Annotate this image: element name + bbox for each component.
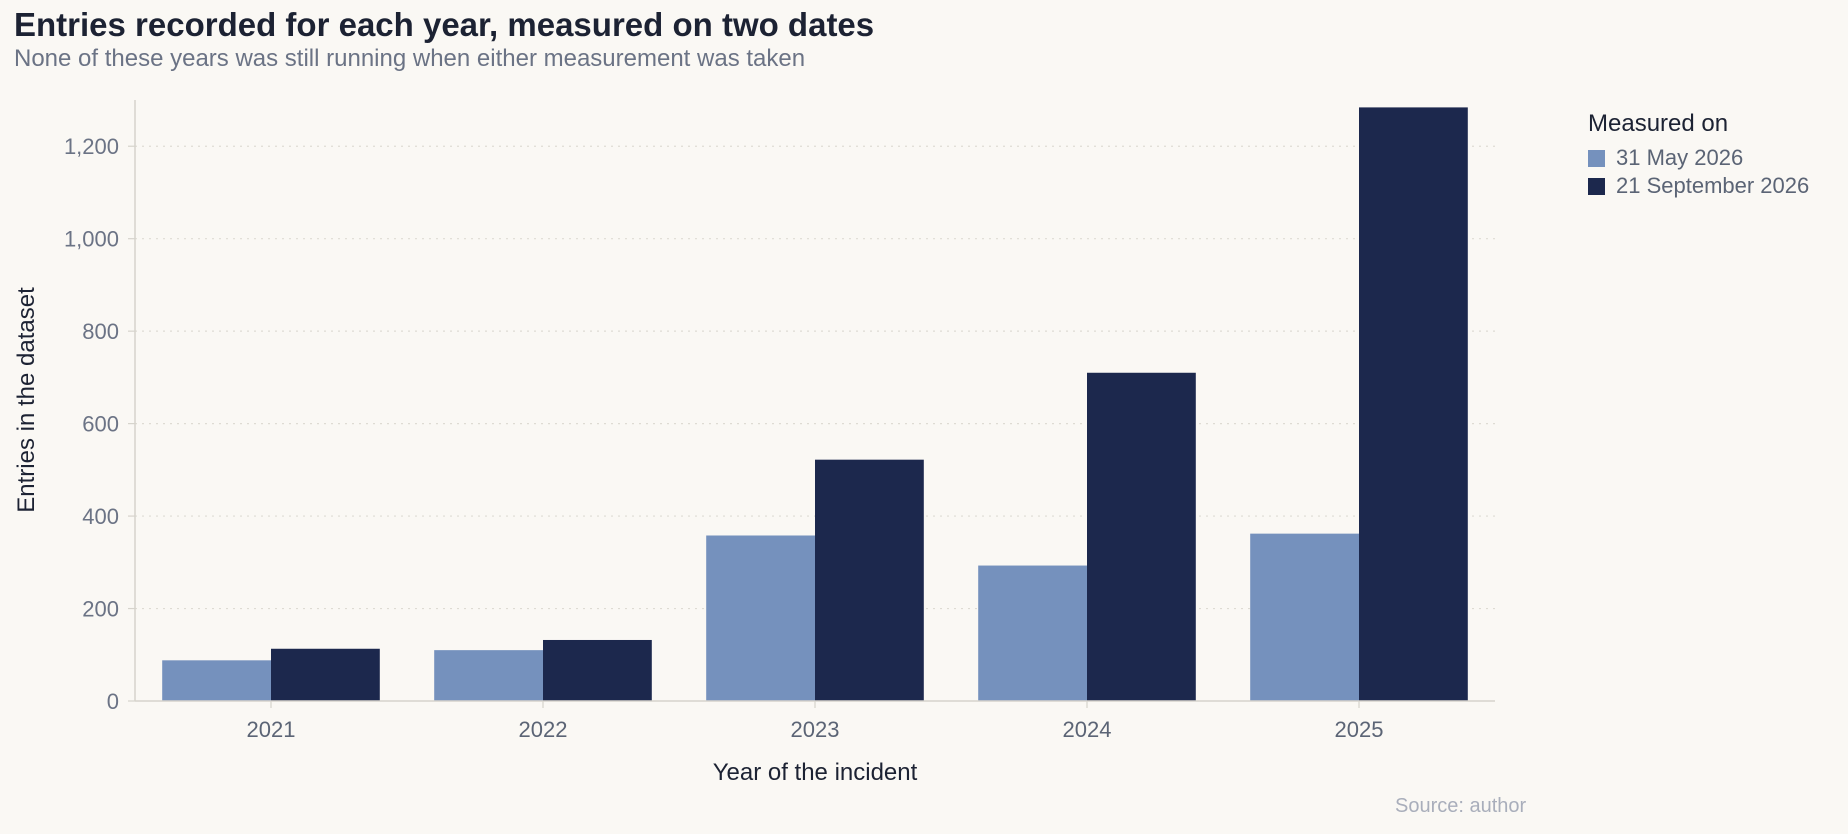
bar-2021-series-1: [162, 660, 271, 701]
legend-item-2: 21 September 2026: [1588, 172, 1809, 200]
bar-2022-series-1: [434, 650, 543, 701]
chart-subtitle: None of these years was still running wh…: [14, 45, 806, 72]
x-tick-label: 2023: [791, 717, 840, 742]
bar-2023-series-2: [815, 459, 924, 701]
legend: Measured on 31 May 2026 21 September 202…: [1588, 110, 1809, 200]
x-tick-label: 2021: [247, 717, 296, 742]
y-tick-label: 1,000: [64, 227, 119, 252]
legend-label-2: 21 September 2026: [1616, 173, 1810, 198]
x-tick-label: 2022: [519, 717, 568, 742]
legend-title: Measured on: [1588, 110, 1729, 137]
bar-2023-series-1: [706, 535, 815, 701]
x-tick-label: 2025: [1335, 717, 1384, 742]
bars: [162, 107, 1468, 702]
source-note: Source: author: [1395, 795, 1527, 817]
legend-label-1: 31 May 2026: [1616, 145, 1744, 170]
y-tick-label: 800: [82, 319, 119, 344]
bar-2024-series-1: [978, 565, 1087, 701]
y-tick-label: 1,200: [64, 134, 119, 159]
y-tick-label: 400: [82, 504, 119, 529]
bar-2022-series-2: [543, 639, 652, 701]
bar-2024-series-2: [1087, 372, 1196, 701]
bar-2025-series-1: [1250, 533, 1359, 701]
y-tick-label: 600: [82, 412, 119, 437]
y-tick-label: 200: [82, 597, 119, 622]
x-tick-label: 2024: [1063, 717, 1112, 742]
bar-2025-series-2: [1359, 107, 1468, 702]
legend-swatch-1: [1588, 149, 1605, 167]
chart-title: Entries recorded for each year, measured…: [14, 6, 875, 43]
y-tick-label: 0: [107, 689, 119, 714]
legend-item-1: 31 May 2026: [1588, 144, 1809, 172]
y-axis-label: Entries in the dataset: [13, 287, 40, 513]
x-axis-label: Year of the incident: [713, 759, 918, 786]
x-ticks: 2021 2022 2023 2024 2025: [247, 701, 1384, 742]
legend-swatch-2: [1588, 177, 1605, 195]
y-ticks: 0 200 400 600 800 1,000 1,200: [64, 134, 135, 714]
bar-2021-series-2: [271, 648, 380, 701]
